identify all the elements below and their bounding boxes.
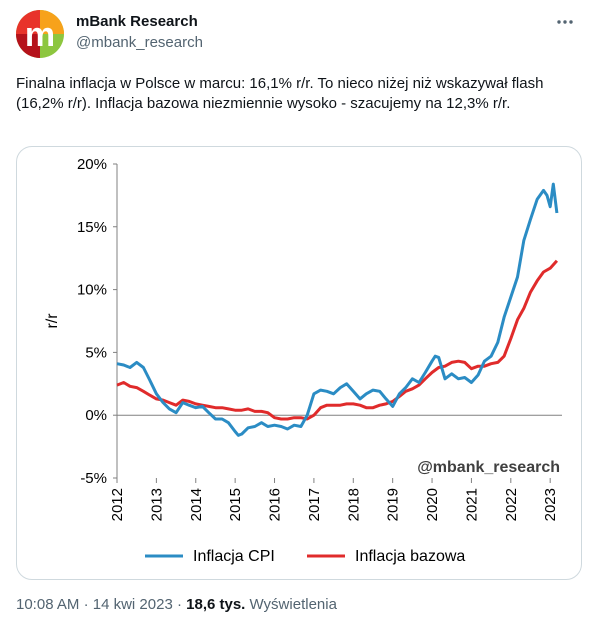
more-button[interactable] <box>553 10 577 34</box>
series-line-cpi <box>116 182 559 437</box>
y-axis-label: r/r <box>44 313 61 329</box>
y-tick-label: 15% <box>77 219 107 236</box>
tweet-footer: 10:08 AM · 14 kwi 2023 · 18,6 tys. Wyświ… <box>16 596 337 613</box>
x-tick-label: 2019 <box>385 488 402 521</box>
x-tick-label: 2015 <box>227 488 244 521</box>
x-tick-label: 2012 <box>109 488 126 521</box>
y-tick-label: 0% <box>85 407 107 424</box>
avatar-letter: m <box>25 16 55 54</box>
chart-image[interactable]: 20% 15% 10% 5% 0% -5% 2012 2013 2014 2015 2016 201… <box>16 146 582 580</box>
y-tick-label: 10% <box>77 282 107 299</box>
y-tick-label: -5% <box>80 470 107 487</box>
tweet-text: Finalna inflacja w Polsce w marcu: 16,1%… <box>16 75 544 112</box>
legend-label-core: Inflacja bazowa <box>355 548 465 565</box>
inflation-chart: 20% 15% 10% 5% 0% -5% 2012 2013 2014 2015 2016 201… <box>44 156 562 565</box>
x-tick-label: 2017 <box>306 488 323 521</box>
x-tick-label: 2016 <box>267 488 284 521</box>
x-tick-label: 2013 <box>148 488 165 521</box>
tweet-time[interactable]: 10:08 AM <box>16 596 80 613</box>
separator: · <box>83 596 89 613</box>
separator: · <box>176 596 182 613</box>
y-tick-label: 20% <box>77 156 107 173</box>
x-tick-label: 2014 <box>188 488 205 521</box>
more-horizontal-icon <box>557 20 573 24</box>
x-tick-label: 2018 <box>345 488 362 521</box>
x-tick-label: 2021 <box>463 488 480 521</box>
author-handle[interactable]: @mbank_research <box>76 34 203 51</box>
views-count: 18,6 tys. <box>186 596 246 613</box>
x-tick-label: 2022 <box>503 488 520 521</box>
chart-watermark: @mbank_research <box>417 459 560 476</box>
x-tick-label: 2020 <box>424 488 441 521</box>
y-tick-label: 5% <box>85 344 107 361</box>
x-tick-label: 2023 <box>542 488 559 521</box>
mbank-logo: m <box>16 10 64 58</box>
tweet-date[interactable]: 14 kwi 2023 <box>92 596 173 613</box>
author-name[interactable]: mBank Research <box>76 13 198 30</box>
legend-label-cpi: Inflacja CPI <box>193 548 275 565</box>
views-label: Wyświetlenia <box>249 596 337 613</box>
series-line-core <box>116 259 559 421</box>
avatar[interactable]: m <box>16 10 64 58</box>
